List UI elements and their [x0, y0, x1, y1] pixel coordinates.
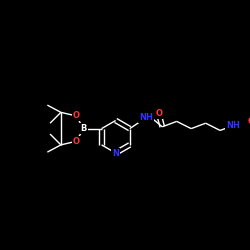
Text: NH: NH — [139, 113, 153, 122]
Text: B: B — [80, 124, 87, 133]
Text: N: N — [112, 148, 119, 158]
Text: O: O — [155, 109, 162, 118]
Text: O: O — [73, 112, 80, 120]
Text: NH: NH — [226, 122, 240, 130]
Text: O: O — [247, 117, 250, 126]
Text: O: O — [73, 137, 80, 146]
